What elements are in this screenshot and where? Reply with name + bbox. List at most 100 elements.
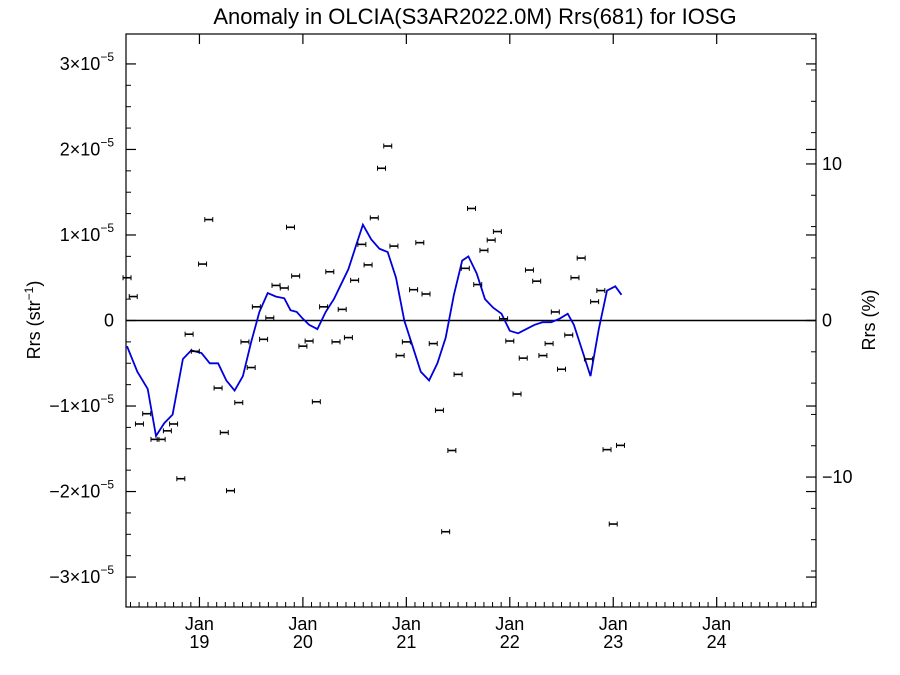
y-axis-label-right: Rrs (%) — [859, 290, 879, 351]
data-point — [304, 338, 314, 344]
data-point — [447, 447, 457, 453]
data-point — [486, 237, 496, 243]
data-point — [337, 306, 347, 312]
y-axis-label-left: Rrs (str−1) — [22, 281, 44, 360]
x-tick-label-year: 21 — [396, 632, 416, 652]
y-tick-label-right: 0 — [822, 311, 832, 331]
data-point — [524, 267, 534, 273]
data-point — [499, 316, 509, 322]
data-point — [383, 143, 393, 149]
data-point — [564, 332, 574, 338]
data-point — [184, 331, 194, 337]
data-point — [190, 348, 200, 354]
y-tick-label-left: −2×10−5 — [49, 478, 114, 502]
data-point — [473, 282, 483, 288]
data-point — [176, 476, 186, 482]
y-tick-label-left: −3×10−5 — [49, 563, 114, 587]
data-point — [576, 255, 586, 261]
data-point — [570, 275, 580, 281]
data-point — [240, 339, 250, 345]
x-tick-label-month: Jan — [185, 614, 214, 634]
data-point — [557, 366, 567, 372]
y-tick-label-right: −10 — [822, 467, 853, 487]
data-point — [204, 217, 214, 223]
data-point — [265, 315, 275, 321]
x-tick-label-month: Jan — [702, 614, 731, 634]
data-point — [162, 428, 172, 434]
series-points — [122, 143, 625, 535]
data-point — [532, 278, 542, 284]
data-point — [512, 391, 522, 397]
data-point — [325, 269, 335, 275]
x-tick-label-month: Jan — [288, 614, 317, 634]
y-tick-label-left: 2×10−5 — [60, 135, 115, 159]
x-tick-label-month: Jan — [599, 614, 628, 634]
data-point — [343, 335, 353, 341]
data-point — [291, 273, 301, 279]
data-point — [395, 353, 405, 359]
chart-title: Anomaly in OLCIA(S3AR2022.0M) Rrs(681) f… — [213, 4, 736, 29]
data-point — [505, 338, 515, 344]
data-point — [350, 277, 360, 283]
data-point — [615, 442, 625, 448]
data-point — [467, 205, 477, 211]
y-tick-label-left: 0 — [104, 311, 114, 331]
data-point — [331, 339, 341, 345]
x-tick-label-month: Jan — [495, 614, 524, 634]
data-point — [550, 309, 560, 315]
data-point — [421, 291, 431, 297]
y-tick-label-left: −1×10−5 — [49, 392, 114, 416]
data-point — [156, 436, 166, 442]
data-point — [596, 288, 606, 294]
data-point — [251, 304, 261, 310]
y-tick-label-right: 10 — [822, 154, 842, 174]
data-point — [134, 421, 144, 427]
data-point — [279, 285, 289, 291]
data-point — [460, 265, 470, 271]
data-point — [198, 261, 208, 267]
left-y-axis: −3×10−5 −2×10−5 −1×10−5 0 1×10−5 2×10−5 3×10−5 — [49, 50, 816, 587]
data-point — [608, 521, 618, 527]
data-point — [538, 353, 548, 359]
data-point — [363, 262, 373, 268]
data-point — [122, 275, 132, 281]
data-point — [311, 399, 321, 405]
data-point — [441, 529, 451, 535]
data-point — [428, 341, 438, 347]
data-point — [128, 294, 138, 300]
data-point — [369, 215, 379, 221]
data-point — [377, 165, 387, 171]
data-point — [602, 447, 612, 453]
x-tick-label-year: 19 — [189, 632, 209, 652]
y-tick-label-left: 1×10−5 — [60, 221, 115, 245]
data-point — [219, 430, 229, 436]
data-point — [234, 400, 244, 406]
x-tick-label-year: 24 — [707, 632, 727, 652]
data-point — [590, 299, 600, 305]
data-point — [246, 365, 256, 371]
x-tick-label-year: 22 — [500, 632, 520, 652]
data-point — [583, 356, 593, 362]
data-point — [518, 355, 528, 361]
data-point — [169, 421, 179, 427]
right-y-axis: −10 0 10 — [806, 38, 853, 603]
data-point — [259, 336, 269, 342]
data-point — [298, 343, 308, 349]
data-point — [415, 240, 425, 246]
data-point — [492, 229, 502, 235]
data-point — [544, 341, 554, 347]
data-point — [453, 371, 463, 377]
trend-line — [126, 222, 623, 439]
data-point — [479, 247, 489, 253]
data-point — [357, 241, 367, 247]
data-point — [285, 224, 295, 230]
data-point — [319, 304, 329, 310]
data-point — [409, 287, 419, 293]
data-point — [225, 488, 235, 494]
x-tick-label-month: Jan — [392, 614, 421, 634]
y-tick-label-left: 3×10−5 — [60, 50, 115, 74]
series-line — [126, 222, 623, 439]
